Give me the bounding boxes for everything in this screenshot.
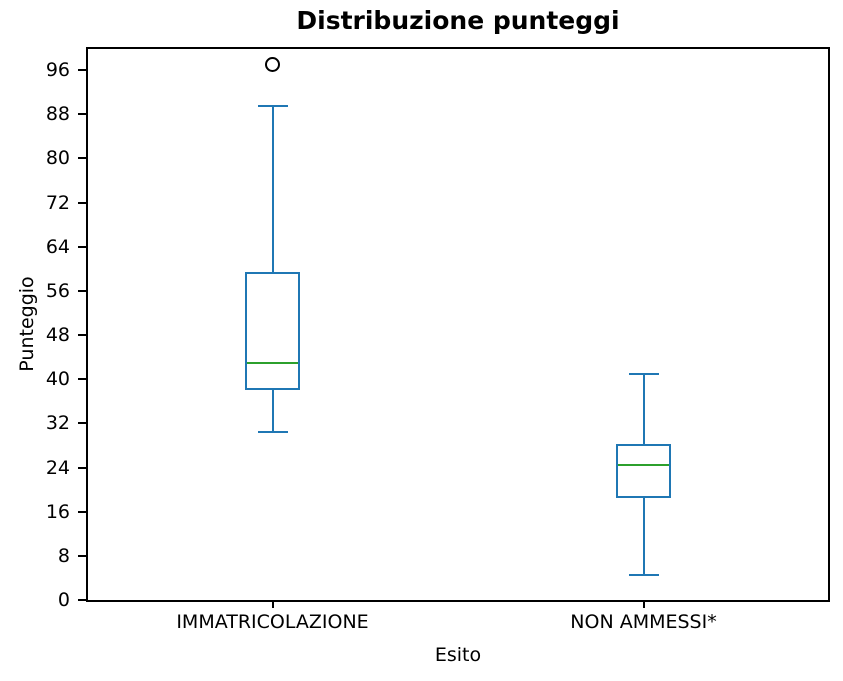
whisker-upper (642, 373, 645, 445)
whisker-cap-upper (257, 104, 288, 107)
boxplot-box (616, 444, 671, 499)
y-tick (78, 466, 86, 469)
y-tick (78, 245, 86, 248)
outlier-point (264, 56, 280, 72)
y-tick (78, 422, 86, 425)
whisker-lower (271, 390, 274, 432)
x-tick (271, 600, 274, 608)
y-tick (78, 334, 86, 337)
y-tick-label: 64 (45, 235, 70, 258)
y-tick-label: 16 (45, 500, 70, 523)
boxplot-median (618, 463, 669, 467)
boxplot-median (247, 361, 298, 365)
y-tick (78, 554, 86, 557)
y-tick-label: 40 (45, 368, 70, 391)
y-tick-label: 56 (45, 279, 70, 302)
y-tick-label: 0 (57, 589, 70, 611)
y-tick (78, 201, 86, 204)
x-tick-label: NON AMMESSI* (570, 611, 717, 633)
whisker-cap-upper (628, 372, 659, 375)
whisker-upper (271, 105, 274, 272)
y-tick (78, 69, 86, 72)
x-tick-label: IMMATRICOLAZIONE (176, 611, 369, 633)
y-tick-label: 88 (45, 103, 70, 126)
y-tick (78, 510, 86, 513)
y-tick (78, 599, 86, 601)
y-tick (78, 378, 86, 381)
whisker-lower (642, 498, 645, 576)
whisker-cap-lower (257, 430, 288, 433)
y-tick-label: 24 (45, 456, 70, 479)
y-tick (78, 289, 86, 292)
whisker-cap-lower (628, 574, 659, 577)
y-tick-label: 32 (45, 412, 70, 435)
chart-title: Distribuzione punteggi (296, 6, 620, 35)
y-tick (78, 157, 86, 160)
y-tick (78, 113, 86, 116)
y-tick-label: 48 (45, 324, 70, 347)
x-tick (642, 600, 645, 608)
boxplot-box (245, 271, 300, 391)
y-tick-label: 8 (57, 544, 70, 567)
y-tick-label: 72 (45, 191, 70, 214)
x-axis-label: Esito (434, 644, 482, 666)
y-tick-label: 80 (45, 147, 70, 170)
plot-area (86, 47, 830, 602)
y-tick-label: 96 (45, 59, 70, 82)
